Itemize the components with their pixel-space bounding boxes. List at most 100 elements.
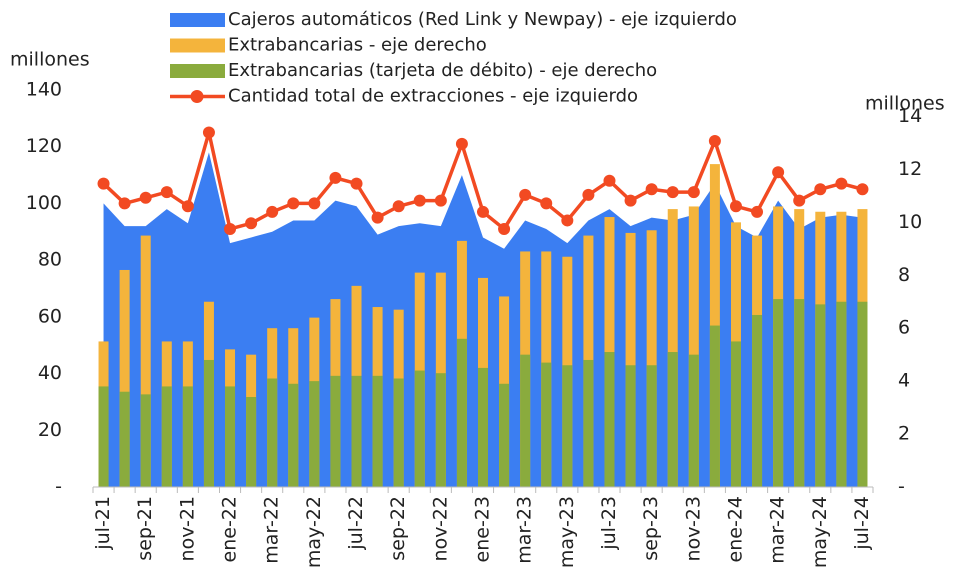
bar — [246, 397, 257, 487]
bar — [203, 359, 214, 487]
line-marker — [624, 194, 637, 207]
bar — [119, 391, 130, 487]
line-marker — [329, 171, 342, 184]
bar — [393, 378, 404, 487]
x-tick-label: may-23 — [556, 496, 578, 568]
y-tick-label: 120 — [26, 135, 62, 157]
bar — [836, 301, 847, 487]
x-tick-label: jul-24 — [851, 496, 873, 551]
bar — [119, 269, 130, 487]
bar — [667, 352, 678, 487]
bar — [688, 206, 699, 487]
line-marker — [97, 177, 110, 190]
line-marker — [793, 194, 806, 207]
bar — [815, 304, 826, 487]
line-marker — [371, 211, 384, 224]
line-marker — [540, 197, 553, 210]
bar — [646, 230, 657, 488]
legend-swatch — [170, 38, 225, 53]
y-tick-label: 40 — [38, 362, 62, 384]
line-marker — [477, 205, 489, 218]
y2-tick-label: 14 — [898, 105, 922, 127]
x-tick-label: nov-23 — [682, 496, 704, 561]
line-marker — [519, 188, 532, 201]
bar — [288, 383, 299, 487]
x-tick-label: may-24 — [809, 496, 831, 568]
bar — [478, 367, 488, 487]
line-marker — [687, 186, 700, 199]
bar — [414, 370, 425, 487]
line-marker — [139, 191, 152, 204]
legend-label: Cajeros automáticos (Red Link y Newpay) … — [228, 9, 737, 30]
line-marker — [729, 200, 742, 213]
line-marker — [455, 137, 468, 150]
bar — [646, 365, 657, 487]
x-tick-label: nov-22 — [429, 496, 451, 561]
legend-label: Extrabancarias (tarjeta de débito) - eje… — [228, 60, 657, 81]
bar — [351, 375, 362, 487]
y2-tick-label: 10 — [898, 211, 922, 233]
line-marker — [245, 217, 258, 230]
line-marker — [582, 188, 595, 201]
line-marker — [392, 200, 405, 213]
bar — [456, 338, 467, 487]
legend-label: Cantidad total de extracciones - eje izq… — [228, 86, 638, 107]
x-tick-label: ene-22 — [219, 496, 241, 562]
bar — [520, 354, 531, 487]
bar — [541, 362, 552, 487]
line-marker — [561, 214, 574, 227]
bar — [267, 378, 278, 487]
bar — [372, 375, 383, 487]
line-marker — [708, 135, 721, 148]
line-marker — [814, 183, 827, 196]
x-tick-label: jul-22 — [345, 496, 367, 551]
bar — [857, 301, 868, 487]
legend-swatch — [170, 64, 225, 78]
x-tick-label: jul-21 — [92, 496, 114, 551]
y2-tick-label: 4 — [898, 370, 910, 392]
x-tick-label: mar-23 — [514, 496, 536, 564]
y2-tick-label: 12 — [898, 158, 922, 180]
y-tick-label: 100 — [26, 192, 62, 214]
line-marker — [308, 197, 321, 210]
bar — [688, 354, 699, 487]
bar — [752, 314, 763, 487]
bar — [225, 386, 236, 487]
line-marker — [266, 205, 279, 218]
bar — [98, 386, 109, 487]
bar — [330, 375, 341, 487]
bar — [604, 352, 615, 487]
y-tick-label: 60 — [38, 305, 62, 327]
line-marker — [350, 177, 363, 190]
bar — [730, 341, 741, 487]
x-tick-label: ene-23 — [472, 496, 494, 562]
bar — [309, 381, 320, 487]
bar — [794, 299, 805, 487]
bar — [499, 383, 510, 487]
bar — [709, 325, 720, 487]
bar — [562, 365, 573, 487]
line-marker — [498, 222, 511, 235]
bar — [140, 394, 151, 487]
y-tick-label: 80 — [38, 249, 62, 271]
line-marker — [118, 197, 131, 210]
line-marker — [224, 222, 237, 235]
bar — [140, 235, 151, 487]
x-tick-label: jul-23 — [598, 496, 620, 551]
bar — [625, 232, 636, 487]
y2-tick-label: 6 — [898, 317, 910, 339]
bar — [583, 359, 594, 487]
y-axis-label: millones — [10, 49, 90, 71]
y2-tick-label: - — [898, 476, 905, 498]
bar — [161, 386, 172, 487]
y-tick-label: - — [55, 476, 62, 498]
line-marker — [202, 126, 215, 139]
bar — [773, 299, 784, 487]
legend-swatch — [170, 13, 225, 27]
x-tick-label: may-22 — [303, 496, 325, 568]
line-marker — [751, 205, 764, 218]
line-marker — [835, 177, 848, 190]
legend-label: Extrabancarias - eje derecho — [228, 35, 487, 56]
bar — [625, 365, 636, 487]
